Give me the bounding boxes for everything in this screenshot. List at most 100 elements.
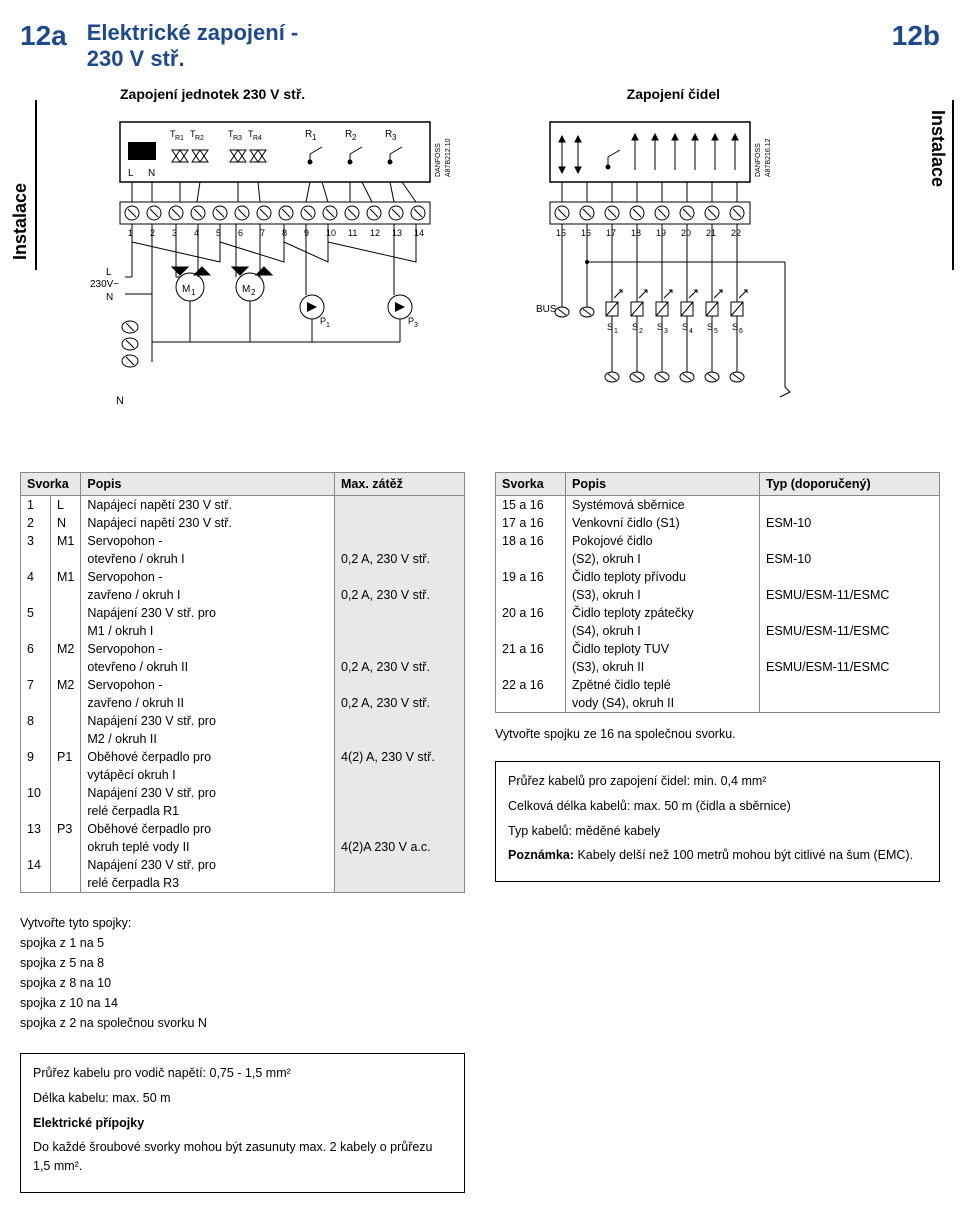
cell-desc-r: (S3), okruh II (566, 658, 760, 676)
cell-load: 0,2 A, 230 V stř. (335, 550, 465, 568)
cell-load (335, 496, 465, 515)
cell-sym (51, 838, 81, 856)
cell-load (335, 514, 465, 532)
svg-text:21: 21 (706, 228, 716, 238)
cell-type-r (760, 604, 940, 622)
cell-load (335, 676, 465, 694)
cell-desc: Oběhové čerpadlo pro (81, 748, 335, 766)
elec-connections: Elektrické přípojky (33, 1114, 452, 1133)
cell-type-r: ESM-10 (760, 514, 940, 532)
svg-text:BUS: BUS (536, 304, 557, 315)
jumper-line: spojka z 1 na 5 (20, 933, 465, 953)
cell-desc: zavřeno / okruh I (81, 586, 335, 604)
cell-desc-r: Čidlo teploty přívodu (566, 568, 760, 586)
cell-term-r: 21 a 16 (496, 640, 566, 658)
jumper-line: spojka z 8 na 10 (20, 973, 465, 993)
svg-text:1: 1 (326, 322, 330, 329)
cell-term (21, 874, 51, 893)
hdr-load: Max. zátěž (335, 473, 465, 496)
cell-desc: zavřeno / okruh II (81, 694, 335, 712)
cell-sym: M2 (51, 676, 81, 694)
jumpers-title: Vytvořte tyto spojky: (20, 913, 465, 933)
cell-load: 4(2) A, 230 V stř. (335, 748, 465, 766)
svg-text:3: 3 (172, 228, 177, 238)
cell-term-r: 20 a 16 (496, 604, 566, 622)
section-num-right: 12b (892, 20, 940, 52)
svg-text:4: 4 (689, 328, 693, 335)
svg-text:6: 6 (238, 228, 243, 238)
cell-term (21, 766, 51, 784)
svg-text:13: 13 (392, 228, 402, 238)
svg-text:4: 4 (194, 228, 199, 238)
svg-text:2: 2 (150, 228, 155, 238)
subtitle-left: Zapojení jednotek 230 V stř. (120, 86, 305, 102)
svg-text:R2: R2 (195, 135, 204, 142)
cell-desc: Napájení 230 V stř. pro (81, 604, 335, 622)
cell-desc-r: Venkovní čidlo (S1) (566, 514, 760, 532)
cell-term: 5 (21, 604, 51, 622)
cell-desc-r: Čidlo teploty TUV (566, 640, 760, 658)
wiring-diagram-left: L N TR1 TR2 TR3 TR4 R1 R2 R3 DANFOSS A87… (90, 112, 490, 442)
cell-load (335, 640, 465, 658)
cell-desc: Napájecí napětí 230 V stř. (81, 514, 335, 532)
right-note-box: Průřez kabelů pro zapojení čidel: min. 0… (495, 761, 940, 882)
page-header: 12a Elektrické zapojení - 230 V stř. 12b (20, 20, 940, 72)
cell-desc: okruh teplé vody II (81, 838, 335, 856)
cell-desc: Servopohon - (81, 532, 335, 550)
cell-sym: M2 (51, 640, 81, 658)
tables-row: Svorka Popis Max. zátěž 1LNapájecí napět… (20, 472, 940, 1193)
svg-text:3: 3 (414, 322, 418, 329)
cell-sym (51, 802, 81, 820)
svg-text:11: 11 (348, 228, 357, 238)
cell-term-r (496, 586, 566, 604)
svg-text:6: 6 (739, 328, 743, 335)
svg-text:9: 9 (304, 228, 309, 238)
svg-text:17: 17 (606, 228, 616, 238)
cell-desc-r: (S2), okruh I (566, 550, 760, 568)
svg-text:3: 3 (392, 133, 397, 142)
svg-text:5: 5 (714, 328, 718, 335)
svg-text:1: 1 (312, 133, 317, 142)
cell-term: 13 (21, 820, 51, 838)
side-label-right: Instalace (923, 100, 954, 270)
r-cable-len: Celková délka kabelů: max. 50 m (čidla a… (508, 797, 927, 816)
cell-load (335, 820, 465, 838)
svg-text:16: 16 (581, 228, 591, 238)
cell-load (335, 532, 465, 550)
cell-load: 0,2 A, 230 V stř. (335, 694, 465, 712)
cell-sym (51, 766, 81, 784)
cell-desc: M1 / okruh I (81, 622, 335, 640)
jumper-line: spojka z 2 na společnou svorku N (20, 1013, 465, 1033)
r-cable-type: Typ kabelů: měděné kabely (508, 822, 927, 841)
cell-sym: L (51, 496, 81, 515)
subtitle-right: Zapojení čidel (627, 86, 720, 102)
cell-desc-r: Čidlo teploty zpátečky (566, 604, 760, 622)
cell-term: 7 (21, 676, 51, 694)
cell-desc-r: (S3), okruh I (566, 586, 760, 604)
cell-desc: Servopohon - (81, 568, 335, 586)
cell-type-r (760, 694, 940, 713)
cell-sym: P1 (51, 748, 81, 766)
cell-type-r (760, 568, 940, 586)
cell-term: 4 (21, 568, 51, 586)
cell-desc: Servopohon - (81, 640, 335, 658)
hdr-popis: Popis (81, 473, 335, 496)
svg-text:M: M (242, 284, 250, 295)
svg-text:230V~: 230V~ (90, 279, 119, 290)
svg-text:R4: R4 (253, 135, 262, 142)
cell-desc-r: (S4), okruh I (566, 622, 760, 640)
cell-desc: relé čerpadla R3 (81, 874, 335, 893)
cell-term (21, 622, 51, 640)
cell-term: 8 (21, 712, 51, 730)
svg-text:12: 12 (370, 228, 380, 238)
hdr-popis-r: Popis (566, 473, 760, 496)
cell-term-r: 22 a 16 (496, 676, 566, 694)
cell-load (335, 622, 465, 640)
cell-desc: relé čerpadla R1 (81, 802, 335, 820)
cell-sym (51, 586, 81, 604)
cell-load: 0,2 A, 230 V stř. (335, 586, 465, 604)
svg-text:L: L (128, 168, 134, 179)
title-block: Elektrické zapojení - 230 V stř. (87, 20, 299, 72)
svg-text:2: 2 (251, 288, 256, 297)
cell-load (335, 568, 465, 586)
